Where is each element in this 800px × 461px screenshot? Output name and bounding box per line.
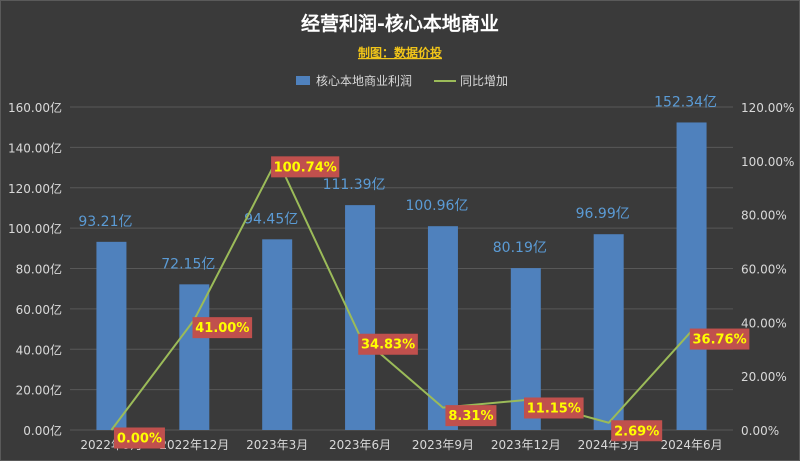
line-series [110,156,693,431]
y-left-tick-label: 120.00亿 [8,181,62,196]
bar [345,205,376,430]
pct-value-label: 100.74% [274,160,337,175]
y-right-tick-label: 120.00% [741,101,794,115]
y-left-tick-label: 20.00亿 [16,383,62,398]
y-left-tick-label: 100.00亿 [8,221,62,236]
bar [179,284,210,430]
chart-subtitle: 制图：数据价投 [358,45,442,60]
bar [96,241,127,430]
bar [676,122,707,430]
y-left-tick-label: 40.00亿 [16,342,62,357]
pct-value-label: 2.69% [614,424,659,439]
y-right-tick-label: 80.00% [741,209,787,223]
pct-label-box [445,405,497,427]
bar-value-label: 80.19亿 [493,240,547,256]
bar-value-label: 94.45亿 [244,211,298,227]
pct-label-box [271,156,340,178]
bar-value-label: 72.15亿 [161,256,215,272]
pct-label-box [611,420,663,442]
bar-value-label: 100.96亿 [405,198,468,214]
pct-value-label: 11.15% [527,401,581,416]
pct-label-box [113,427,165,449]
legend-swatch-bars [296,76,310,85]
y-left-tick-label: 80.00亿 [16,262,62,277]
bar-value-label: 152.34亿 [654,94,717,110]
y-left-tick-label: 60.00亿 [16,302,62,317]
y-right-tick-label: 100.00% [741,155,794,169]
y-right-tick-label: 0.00% [741,424,779,438]
y-left-tick-label: 160.00亿 [8,100,62,115]
x-tick-label: 2023年6月 [329,438,391,452]
y-left-tick-label: 0.00亿 [23,423,62,438]
bar [427,226,458,430]
y-right-tick-label: 60.00% [741,263,787,277]
y-left-tick-label: 140.00亿 [8,140,62,155]
legend-label-bars: 核心本地商业利润 [316,73,412,88]
pct-value-label: 34.83% [361,338,415,353]
bar [262,239,293,430]
x-tick-label: 2023年9月 [412,438,474,452]
bar [593,234,624,430]
bar-value-label: 93.21亿 [78,214,132,230]
pct-label-box [689,328,750,350]
y-right-tick-label: 20.00% [741,370,787,384]
pct-value-label: 0.00% [117,432,162,447]
y-right-tick-label: 40.00% [741,316,787,330]
bar-value-label: 96.99亿 [576,206,630,222]
chart-title: 经营利润-核心本地商业 [301,12,499,35]
x-tick-label: 2022年12月 [159,438,229,452]
pct-label-box [192,317,253,339]
pct-value-label: 8.31% [448,409,493,424]
x-tick-label: 2024年3月 [578,438,640,452]
pct-label-box [358,333,418,355]
x-tick-label: 2023年12月 [491,438,561,452]
legend-label-line: 同比增加 [460,74,508,88]
bar-value-label: 111.39亿 [323,177,386,193]
pct-value-label: 36.76% [692,333,746,348]
x-tick-label: 2024年6月 [660,438,722,452]
x-tick-label: 2023年3月 [246,438,308,452]
pct-label-box [524,397,584,419]
pct-value-label: 41.00% [195,321,249,336]
